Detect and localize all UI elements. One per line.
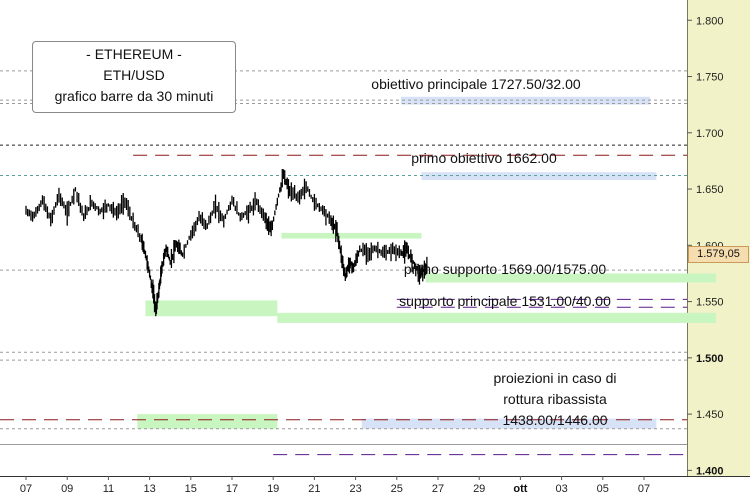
x-tick-label: 29: [473, 483, 485, 495]
x-tick-label: 09: [61, 483, 73, 495]
annotation-first-target: primo obiettivo 1662.00: [411, 150, 557, 166]
x-tick-label: 25: [391, 483, 403, 495]
x-tick-label: 23: [349, 483, 361, 495]
x-tick-label: 07: [20, 483, 32, 495]
x-tick-label: 11: [103, 483, 114, 495]
price-axis: [687, 0, 750, 476]
annotation-main-support: supporto principale 1531.00/40.00: [399, 293, 611, 309]
y-tick-label: 1.700: [696, 128, 724, 140]
annotation-projection: rottura ribassista: [503, 391, 607, 407]
instrument-name: - ETHEREUM -: [86, 46, 182, 62]
support-zone-0: [145, 300, 278, 317]
target-zone-6: [421, 172, 657, 181]
x-tick-label: ott: [513, 483, 527, 495]
annotation-projection: proiezioni in caso di: [494, 370, 617, 386]
x-tick-label: 05: [597, 483, 609, 495]
annotation-first-support: primo supporto 1569.00/1575.00: [404, 261, 607, 277]
y-tick-label: 1.400: [696, 465, 724, 477]
current-price-badge: 1.579,05: [688, 246, 749, 263]
x-tick-label: 17: [226, 483, 238, 495]
x-tick-label: 21: [308, 483, 320, 495]
support-zone-2: [281, 232, 422, 239]
y-tick-label: 1.450: [696, 409, 724, 421]
annotation-projection: 1438.00/1446.00: [502, 412, 607, 428]
x-tick-label: 03: [555, 483, 567, 495]
instrument-pair: ETH/USD: [103, 67, 165, 83]
target-zone-5: [400, 96, 651, 105]
x-tick-label: 27: [432, 483, 444, 495]
y-tick-label: 1.750: [696, 72, 724, 84]
y-tick-label: 1.650: [696, 184, 724, 196]
x-tick-label: 07: [638, 483, 650, 495]
target-zone-7: [361, 418, 657, 429]
support-zone-4: [137, 414, 278, 429]
instrument-info-box: - ETHEREUM - ETH/USD grafico barre da 30…: [32, 41, 236, 113]
x-tick-label: 15: [185, 483, 197, 495]
support-zone-1: [277, 312, 717, 323]
x-tick-label: 19: [267, 483, 279, 495]
x-tick-label: 13: [143, 483, 155, 495]
y-tick-label: 1.800: [696, 15, 724, 27]
chart-timeframe: grafico barre da 30 minuti: [54, 88, 214, 104]
y-tick-label: 1.550: [696, 297, 724, 309]
date-axis: [0, 476, 750, 501]
annotation-main-target: obiettivo principale 1727.50/32.00: [371, 76, 581, 92]
y-tick-label: 1.500: [696, 353, 724, 365]
support-zone-3: [425, 273, 717, 283]
